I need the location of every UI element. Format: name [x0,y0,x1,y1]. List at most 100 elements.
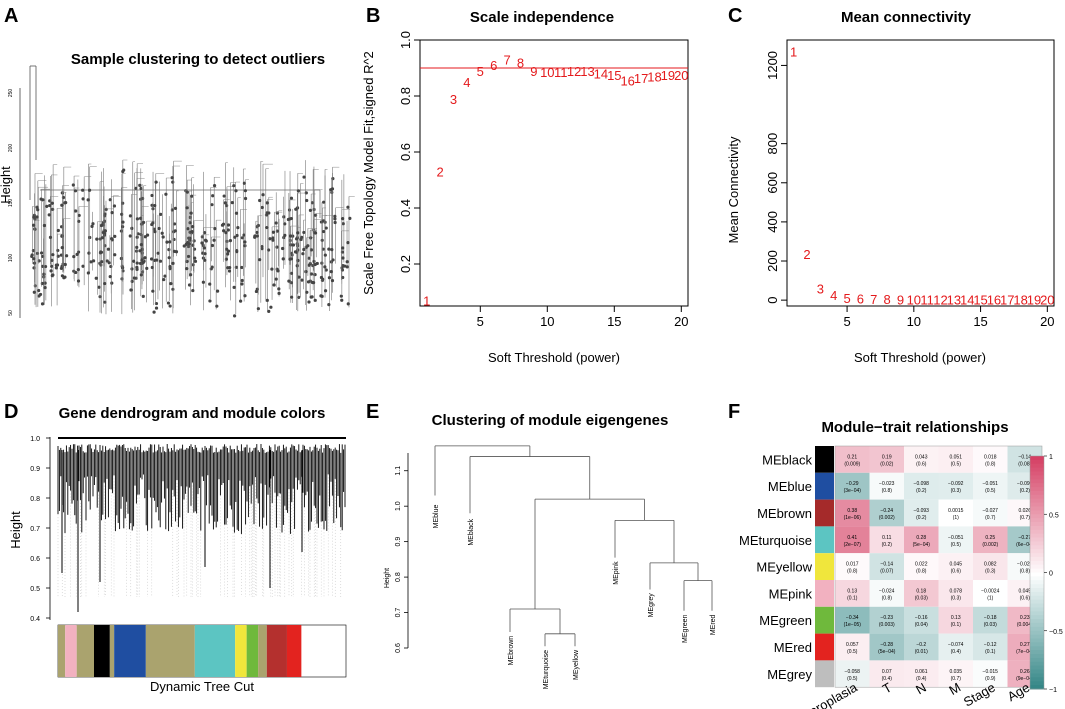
sample-leaf [42,272,46,276]
sample-leaf [167,248,171,252]
cell-pvalue: (0.004) [1017,622,1033,628]
sample-leaf [81,197,85,201]
sample-leaf [190,194,194,198]
cell-pvalue: (0.003) [879,622,895,628]
data-point-label: 4 [830,288,837,303]
cell-correlation: 0.13 [847,588,857,594]
sample-leaf [40,302,45,306]
sample-leaf [307,263,311,267]
legend-gradient-step [1030,654,1044,659]
legend-tick-label: 1 [1049,454,1053,461]
data-point-label: 20 [674,68,688,83]
cell-pvalue: (0.2) [916,515,927,521]
sample-leaf [210,203,214,207]
heatmap-cell [973,472,1008,500]
cell-pvalue: (0.9) [985,676,996,682]
x-tick-label: 5 [477,314,484,329]
sample-leaf [187,244,191,249]
sample-leaf [295,250,299,254]
sample-leaf [151,221,155,225]
heatmap-cell [904,472,939,500]
sample-leaf [291,243,296,247]
sample-leaf [89,260,93,264]
sample-leaf [60,246,64,250]
panel-c-title: Mean connectivity [841,9,972,26]
sample-leaf [340,216,345,221]
cell-pvalue: (0.3) [985,569,996,575]
sample-leaf [341,246,345,250]
data-point-label: 9 [530,64,537,79]
sample-leaf [108,275,112,279]
sample-leaf [135,267,139,271]
sample-leaf [236,226,240,230]
heatmap-cell [904,446,939,473]
panel-e-label: E [366,401,379,423]
panel-e-title: Clustering of module eigengenes [432,412,669,429]
sample-leaf [313,272,317,277]
cell-correlation: −0.099 [1017,481,1033,487]
heatmap-cell [973,526,1008,554]
module-color-block [114,625,146,677]
cell-correlation: 0.043 [915,454,928,460]
sample-leaf [256,223,260,228]
sample-leaf [343,264,347,268]
sample-leaf [215,289,220,293]
sample-leaf [74,209,78,213]
cell-pvalue: (0.03) [984,622,997,628]
panel-c-plot-box [786,39,1055,307]
sample-leaf [35,215,39,219]
module-row-label: MEpink [769,586,813,601]
sample-leaf [260,205,264,210]
panel-c-ylabel: Mean Connectivity [726,136,741,243]
sample-leaf [187,283,192,287]
cell-correlation: 0.25 [985,535,995,541]
sample-leaf [224,231,228,235]
module-row-label: MEgrey [767,667,812,682]
cell-pvalue: (5e−04) [913,542,931,548]
module-color-block [65,625,77,677]
data-point-label: 10 [540,65,554,80]
module-color-block [94,625,110,677]
module-row-label: MEturquoise [739,533,812,548]
cell-pvalue: (0.7) [985,515,996,521]
heatmap-cell [938,660,973,688]
panel-a-ytick: 50 [8,310,14,316]
sample-leaf [56,228,60,233]
legend-gradient-step [1030,533,1044,539]
sample-leaf [185,190,190,194]
y-tick-label: 1200 [765,51,780,80]
legend-gradient-step [1030,502,1044,507]
cell-pvalue: (0.1) [951,622,962,628]
cell-correlation: −0.023 [879,481,895,487]
sample-leaf [234,211,239,215]
sample-leaf [160,231,164,235]
data-point-label: 7 [870,292,877,307]
legend-gradient-step [1030,479,1044,484]
sample-leaf [150,193,154,198]
heatmap-cell [904,526,939,554]
sample-leaf [99,250,104,254]
sample-leaf [60,234,64,238]
sample-leaf [130,279,134,283]
sample-leaf [113,253,117,257]
eigengene-leaf-label: MEblack [468,518,475,545]
cell-correlation: 0.026 [1018,508,1031,514]
cell-correlation: −0.093 [914,508,930,514]
gene-dendrogram [57,437,346,612]
cell-correlation: 0.26 [1020,669,1030,675]
cell-pvalue: (0.2) [1020,488,1031,494]
heatmap-cell [869,472,904,500]
module-color-swatch [815,606,834,634]
sample-leaf [327,303,331,307]
cell-pvalue: (0.03) [915,595,928,601]
sample-leaf [36,208,40,212]
legend-gradient-step [1030,553,1044,558]
sample-leaf [321,219,326,223]
sample-leaf [129,288,133,292]
legend-gradient-step [1030,529,1044,535]
sample-leaf [60,274,65,278]
cell-correlation: −0.24 [880,508,893,514]
sample-leaf [294,237,299,241]
panel-d-ylabel: Height [8,511,23,549]
sample-leaf [170,176,174,180]
